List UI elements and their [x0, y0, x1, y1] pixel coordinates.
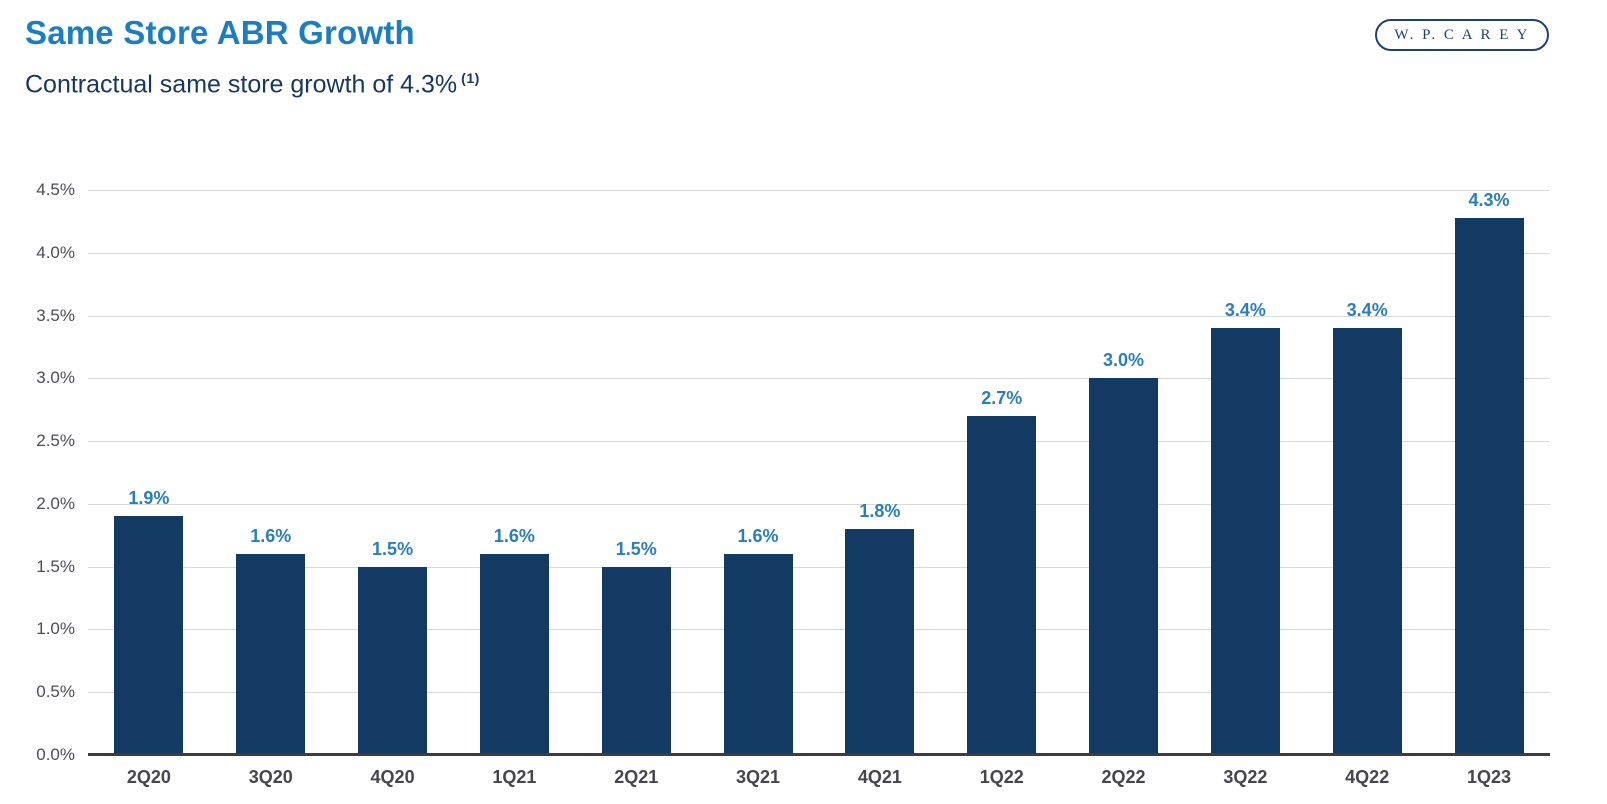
- bar-value-label: 1.5%: [615, 538, 657, 559]
- bar-1q22: [967, 416, 1037, 755]
- bar-slot: 1.6%: [697, 190, 819, 755]
- gridline: [88, 441, 1550, 443]
- bar-3q20: [236, 554, 306, 755]
- gridline: [88, 566, 1550, 568]
- bar-slot: 3.0%: [1063, 190, 1185, 755]
- bar-value-label: 1.6%: [737, 526, 779, 547]
- page-title: Same Store ABR Growth: [25, 14, 415, 51]
- bar-4q20: [358, 566, 428, 755]
- x-axis-tick-label: 2Q20: [126, 767, 171, 787]
- abr-growth-chart: 4.5% 4.0% 3.5% 3.0% 2.5% 2.0% 1.5% 1.0% 0.5% 0.0%…: [36, 180, 1550, 787]
- bar-slot: 4.3%: [1428, 190, 1550, 755]
- bar-slot: 2.7%: [941, 190, 1063, 755]
- bar-value-label: 1.9%: [128, 488, 170, 509]
- y-axis-tick-label: 1.0%: [36, 619, 75, 639]
- footnote-marker: (1): [461, 70, 480, 86]
- x-axis-tick-label: 1Q23: [1467, 767, 1512, 787]
- y-axis-tick-label: 0.5%: [36, 682, 75, 702]
- bar-value-label: 1.6%: [493, 526, 535, 547]
- x-axis-tick-label: 1Q21: [492, 767, 537, 787]
- x-axis-tick-label: 3Q22: [1223, 767, 1268, 787]
- bar-slot: 1.5%: [575, 190, 697, 755]
- gridline: [88, 629, 1550, 631]
- y-axis-tick-label: 3.5%: [36, 305, 75, 325]
- bar-1q23: [1454, 218, 1524, 755]
- y-axis-tick-label: 0.0%: [36, 745, 75, 764]
- x-axis-tick-label: 2Q21: [614, 767, 659, 787]
- y-axis-tick-label: 1.5%: [36, 556, 75, 576]
- y-axis-tick-label: 4.5%: [36, 180, 75, 199]
- x-axis-tick-label: 3Q21: [736, 767, 781, 787]
- bar-slot: 1.6%: [210, 190, 332, 755]
- bar-slot: 1.8%: [819, 190, 941, 755]
- bar-2q20: [114, 516, 184, 755]
- bar-2q21: [601, 566, 671, 755]
- bar-value-label: 3.4%: [1224, 300, 1266, 321]
- bar-1q21: [479, 554, 549, 755]
- bar-4q22: [1332, 328, 1402, 755]
- bar-slot: 3.4%: [1306, 190, 1428, 755]
- x-axis-tick-label: 4Q20: [370, 767, 415, 787]
- x-axis-tick-label: 2Q22: [1101, 767, 1146, 787]
- gridline: [88, 315, 1550, 317]
- x-axis-tick-label: 4Q22: [1345, 767, 1390, 787]
- gridline: [88, 503, 1550, 505]
- subtitle-text: Contractual same store growth of 4.3%: [25, 70, 458, 99]
- bar-value-label: 1.6%: [250, 526, 292, 547]
- bar-slot: 3.4%: [1184, 190, 1306, 755]
- bars-layer: 1.9% 1.6% 1.5% 1.6% 1.5% 1.6% 1.8% 2.7% 3.0% 3.4%…: [88, 190, 1550, 755]
- bar-value-label: 4.3%: [1468, 190, 1510, 210]
- x-axis-tick-label: 4Q21: [857, 767, 902, 787]
- x-axis-tick-label: 1Q22: [979, 767, 1024, 787]
- bar-4q21: [845, 529, 915, 755]
- bar-value-label: 1.8%: [859, 501, 901, 521]
- gridline: [88, 252, 1550, 254]
- gridline: [88, 692, 1550, 694]
- bar-value-label: 1.5%: [372, 538, 414, 559]
- bar-slot: 1.9%: [88, 190, 210, 755]
- x-axis-labels: 2Q20 3Q20 4Q20 1Q21 2Q21 3Q21 4Q21 1Q22 2Q22 3Q22…: [88, 767, 1550, 788]
- bar-value-label: 3.4%: [1346, 300, 1388, 321]
- bar-value-label: 2.7%: [981, 388, 1023, 408]
- bar-slot: 1.6%: [453, 190, 575, 755]
- bar-3q22: [1210, 328, 1280, 755]
- y-axis-tick-label: 2.0%: [36, 493, 75, 513]
- y-axis-tick-label: 4.0%: [36, 242, 75, 262]
- x-axis-tick-label: 3Q20: [248, 767, 293, 787]
- y-axis-tick-label: 2.5%: [36, 431, 75, 451]
- bar-slot: 1.5%: [332, 190, 454, 755]
- gridline: [88, 190, 1550, 191]
- x-axis-baseline: [88, 753, 1550, 756]
- subtitle: Contractual same store growth of 4.3% (1): [25, 70, 480, 99]
- y-axis-tick-label: 3.0%: [36, 368, 75, 388]
- bar-value-label: 3.0%: [1103, 350, 1145, 371]
- bar-3q21: [723, 554, 793, 755]
- grid-layer: 4.5% 4.0% 3.5% 3.0% 2.5% 2.0% 1.5% 1.0% 0.5% 0.0%: [36, 180, 1550, 764]
- wp-carey-logo: W. P. C A R E Y: [1375, 19, 1549, 51]
- bar-2q22: [1089, 378, 1159, 755]
- gridline: [88, 378, 1550, 380]
